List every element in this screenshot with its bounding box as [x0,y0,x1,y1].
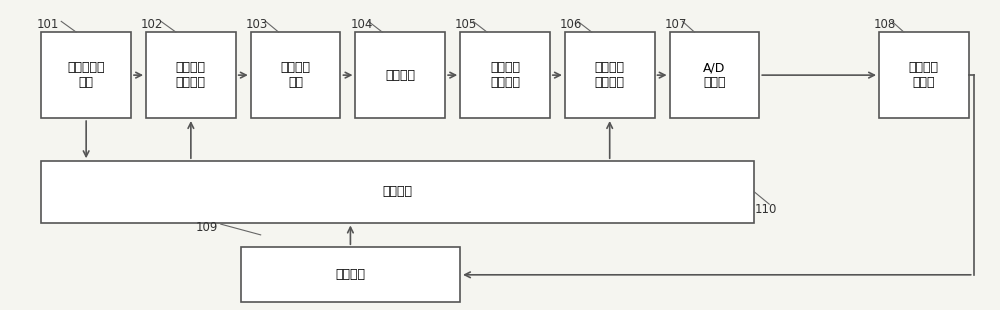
Text: 102: 102 [141,18,163,31]
Text: 109: 109 [196,221,218,234]
FancyBboxPatch shape [670,32,759,118]
FancyBboxPatch shape [146,32,236,118]
Text: 控制电路: 控制电路 [335,268,365,281]
Text: 数字信号
处理器: 数字信号 处理器 [909,61,939,89]
FancyBboxPatch shape [41,32,131,118]
Text: A/D
转换器: A/D 转换器 [703,61,726,89]
FancyBboxPatch shape [460,32,550,118]
Text: 可调恒流源
电路: 可调恒流源 电路 [67,61,105,89]
Text: 107: 107 [665,18,687,31]
Text: 108: 108 [874,18,896,31]
FancyBboxPatch shape [565,32,655,118]
Text: 101: 101 [36,18,59,31]
FancyBboxPatch shape [251,32,340,118]
Text: 温度漂移
补偿电路: 温度漂移 补偿电路 [490,61,520,89]
Text: 110: 110 [754,203,777,216]
FancyBboxPatch shape [355,32,445,118]
FancyBboxPatch shape [241,247,460,303]
Text: 103: 103 [246,18,268,31]
FancyBboxPatch shape [879,32,969,118]
Text: 104: 104 [350,18,373,31]
Text: 滤波电路: 滤波电路 [385,69,415,82]
Text: 106: 106 [560,18,582,31]
FancyBboxPatch shape [41,161,754,223]
Text: 压力传感
阵列电路: 压力传感 阵列电路 [176,61,206,89]
Text: 二级可调
放大电路: 二级可调 放大电路 [595,61,625,89]
Text: 切换电路: 切换电路 [383,185,413,198]
Text: 前置放大
电路: 前置放大 电路 [281,61,311,89]
Text: 105: 105 [455,18,477,31]
